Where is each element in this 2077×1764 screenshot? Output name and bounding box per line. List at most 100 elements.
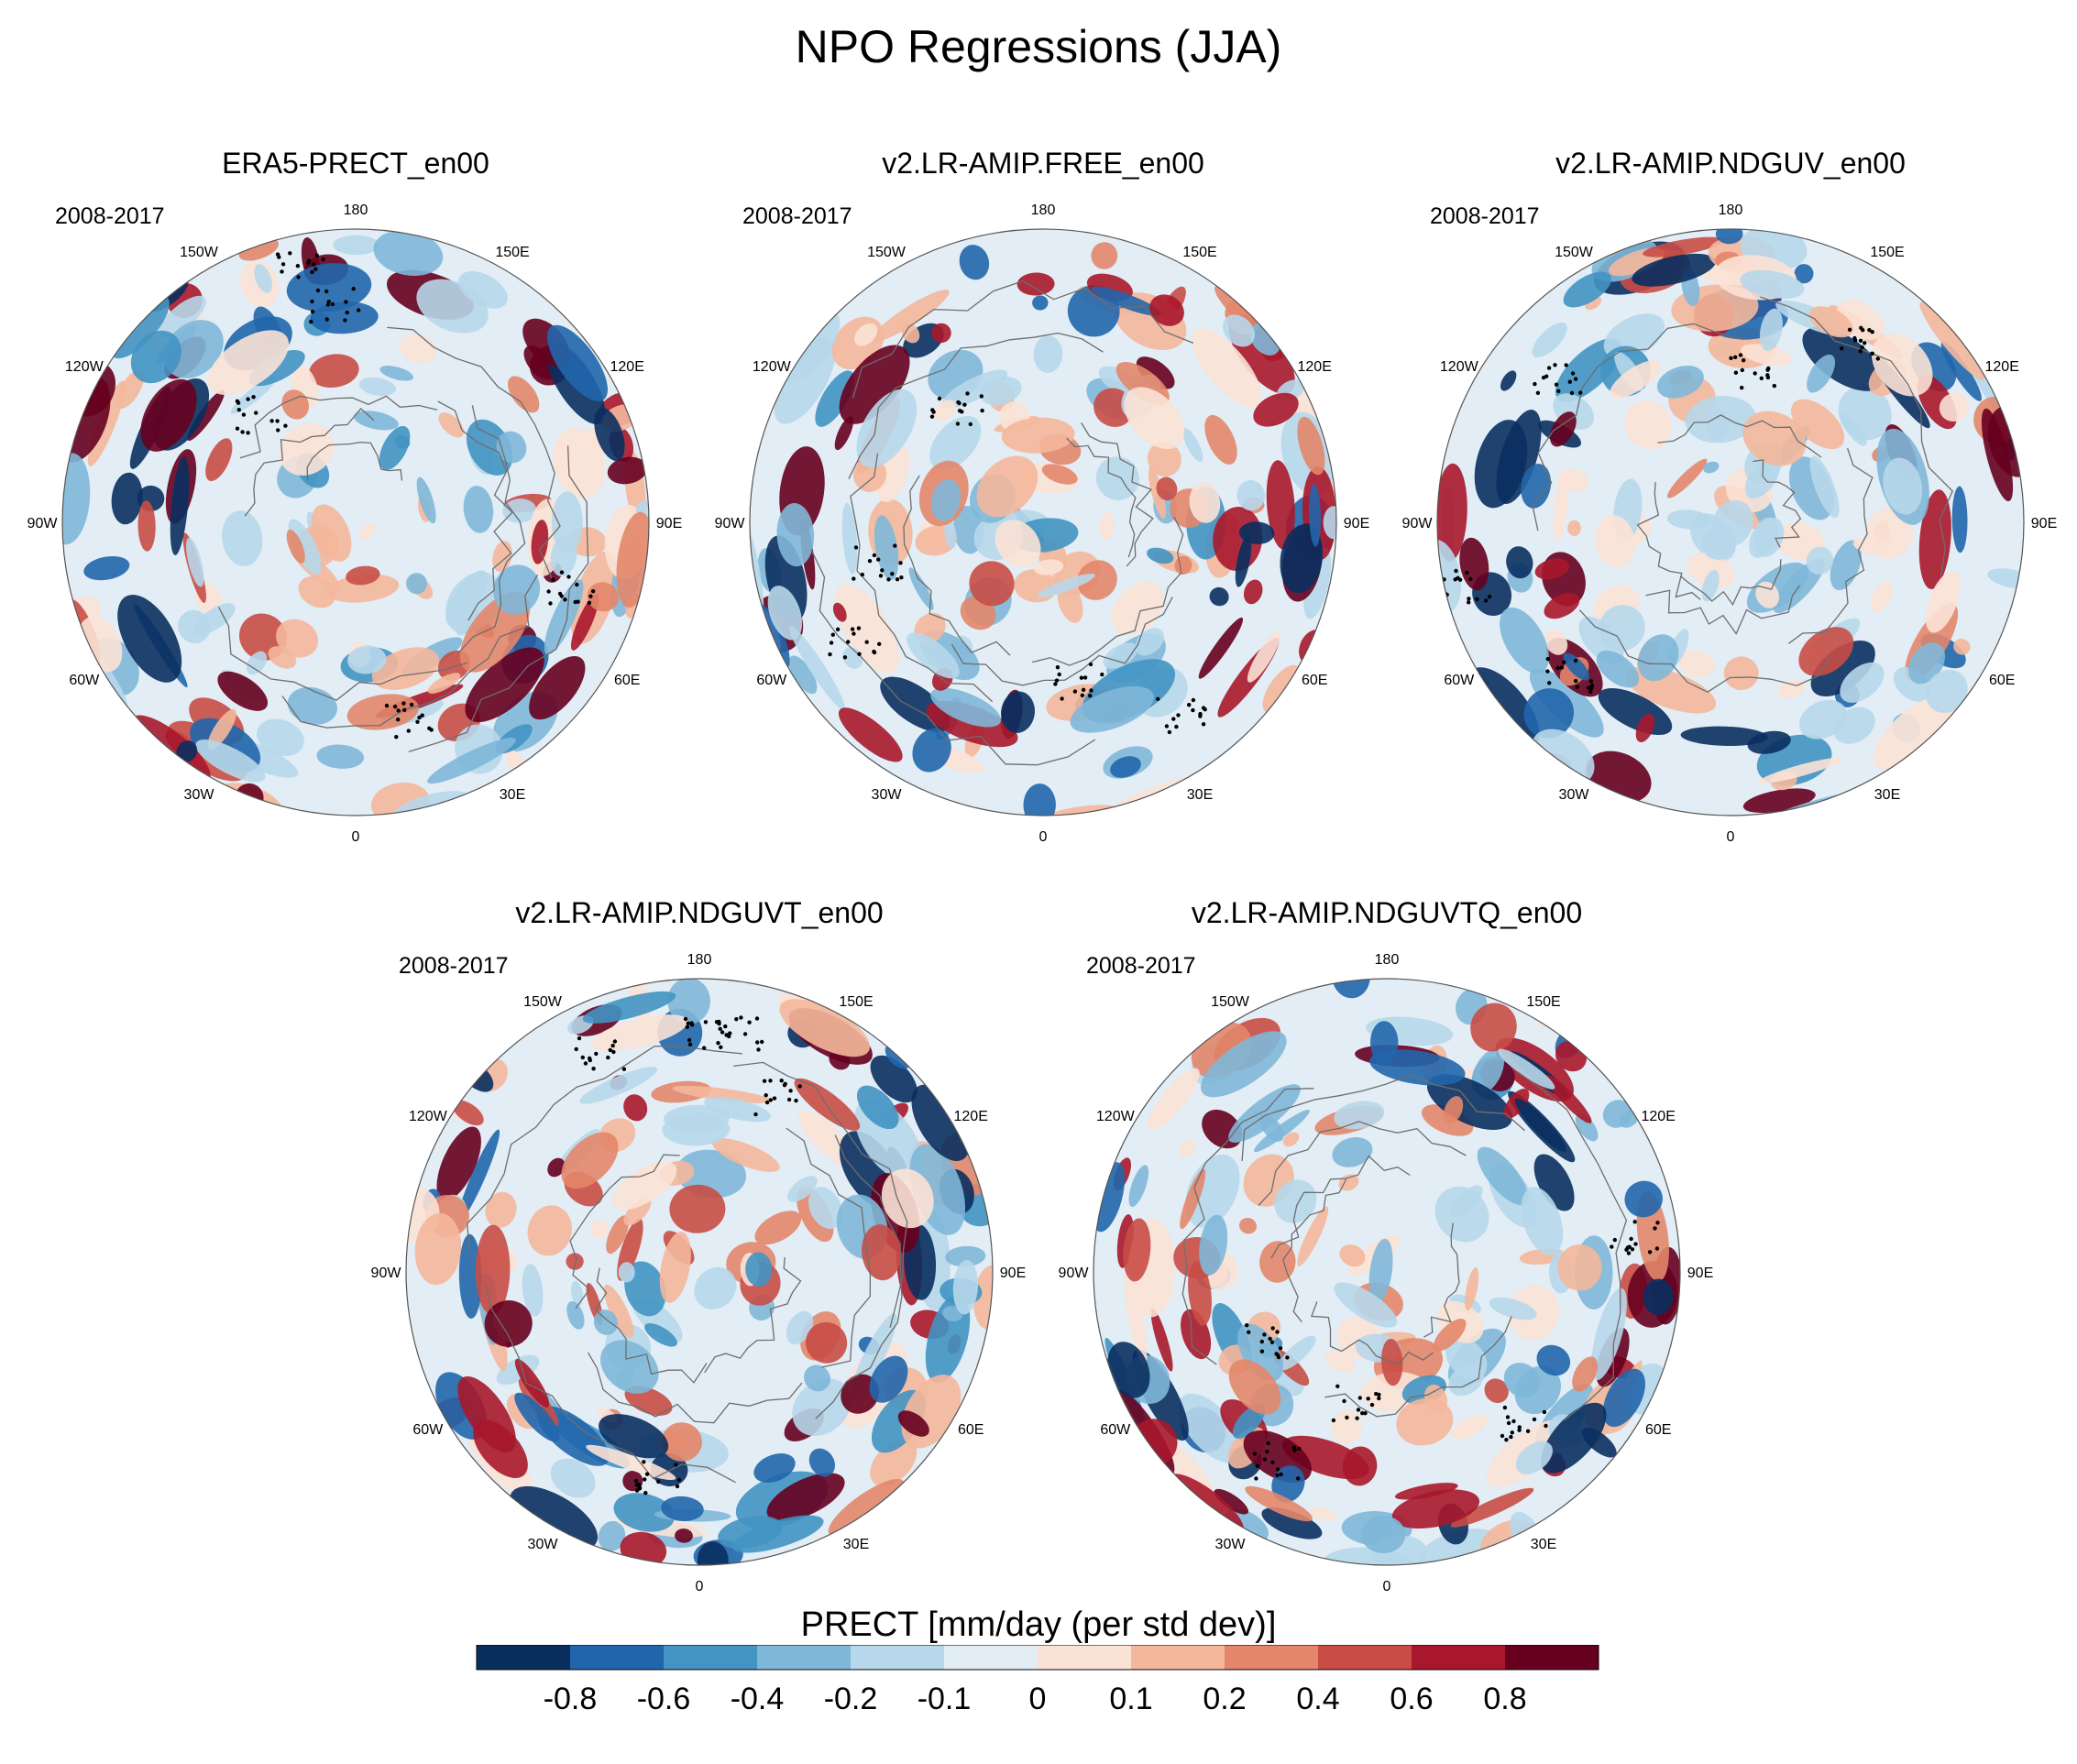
anomaly-region (1484, 1378, 1509, 1403)
significance-dot (384, 703, 390, 708)
significance-dot (1733, 370, 1739, 375)
anomaly-region (1591, 1287, 1627, 1381)
anomaly-region (1266, 460, 1295, 550)
anomaly-region (1680, 726, 1768, 746)
anomaly-region (1624, 1180, 1663, 1218)
significance-dot (588, 594, 593, 598)
anomaly-region (456, 1129, 500, 1223)
anomaly-region (529, 655, 586, 720)
significance-dot (1655, 1221, 1660, 1225)
coastline (217, 607, 468, 701)
anomaly-region (1331, 1409, 1362, 1444)
anomaly-region (311, 504, 352, 562)
longitude-label: 90W (715, 516, 746, 531)
longitude-label: 150W (1211, 994, 1250, 1010)
longitude-label: 150W (1555, 245, 1594, 260)
period-label: 2008-2017 (1430, 203, 1540, 229)
significance-dot (1247, 1330, 1251, 1334)
significance-dot (762, 1079, 767, 1083)
significance-dot (275, 419, 280, 423)
significance-dot (898, 561, 903, 565)
colorbar-tick-label: 0.2 (1203, 1682, 1246, 1716)
significance-dot (392, 704, 398, 709)
anomaly-region (309, 354, 359, 389)
significance-dot (326, 300, 331, 304)
anomaly-region (1541, 1402, 1607, 1474)
significance-dot (551, 577, 555, 582)
anomaly-region (1041, 464, 1078, 485)
anomaly-region (170, 456, 190, 555)
significance-dot (893, 543, 897, 548)
coastline (733, 1061, 908, 1328)
anomaly-region (871, 290, 950, 343)
significance-dot (1079, 675, 1084, 680)
significance-dot (768, 1079, 773, 1083)
precip-field (750, 229, 1336, 816)
significance-dot (587, 600, 592, 605)
anomaly-region (1339, 1244, 1366, 1267)
anomaly-region (808, 1187, 843, 1230)
anomaly-region (1563, 652, 1589, 681)
colorbar-tick-label: 0.1 (1109, 1682, 1152, 1716)
significance-dot (728, 1031, 732, 1035)
anomaly-region (1423, 1384, 1448, 1413)
colorbar-swatch (1505, 1645, 1599, 1670)
anomaly-region (1243, 579, 1263, 605)
significance-dot (1545, 669, 1550, 674)
anomaly-region (828, 1478, 905, 1537)
anomaly-region (1703, 461, 1720, 474)
anomaly-region (87, 380, 126, 466)
anomaly-region (1544, 593, 1580, 619)
significance-dot (727, 1034, 731, 1039)
significance-dot (643, 1477, 647, 1482)
significance-dot (1366, 1397, 1370, 1401)
anomaly-region (111, 472, 143, 525)
significance-dot (1544, 374, 1549, 378)
significance-dot (251, 395, 256, 400)
anomaly-region (547, 1157, 566, 1178)
anomaly-region (1500, 370, 1517, 391)
anomaly-region (1749, 517, 1778, 558)
anomaly-region (1394, 1483, 1458, 1500)
significance-dot (1191, 697, 1196, 703)
significance-dot (1573, 377, 1578, 381)
anomaly-region (1514, 1098, 1566, 1153)
anomaly-region (347, 645, 387, 674)
anomaly-region (841, 503, 858, 575)
significance-dot (1556, 389, 1561, 393)
anomaly-region (1247, 630, 1281, 683)
anomaly-region (1701, 570, 1720, 602)
colorbar-swatch (664, 1645, 758, 1670)
anomaly-region (794, 1078, 861, 1131)
anomaly-region (1178, 1393, 1244, 1463)
coastline (852, 279, 1194, 399)
anomaly-region (1123, 1218, 1151, 1282)
anomaly-region (1179, 1139, 1195, 1158)
anomaly-region (1798, 699, 1848, 740)
significance-dot (1573, 678, 1578, 684)
longitude-label: 120E (1985, 359, 2019, 375)
anomaly-region (514, 1358, 550, 1408)
anomaly-region (1572, 1356, 1598, 1392)
anomaly-region (1555, 338, 1622, 402)
significance-dot (1554, 382, 1559, 387)
significance-dot (1578, 390, 1583, 395)
longitude-label: 150E (1182, 245, 1216, 260)
significance-dot (687, 1037, 692, 1043)
longitude-label: 30E (1187, 787, 1213, 803)
anomaly-region (247, 651, 268, 675)
anomaly-region (1156, 477, 1178, 501)
anomaly-region (1324, 1350, 1355, 1373)
significance-dot (1057, 672, 1061, 677)
significance-dot (828, 652, 832, 657)
coastline (1517, 1071, 1628, 1421)
anomaly-region (908, 567, 934, 610)
coastline (1282, 1178, 1347, 1323)
anomaly-region (1925, 571, 1961, 633)
significance-dot (357, 308, 361, 312)
significance-dot (546, 589, 551, 594)
anomaly-region (839, 345, 910, 424)
significance-dot (637, 1486, 643, 1491)
anomaly-region (1883, 457, 1923, 515)
anomaly-region (1503, 1363, 1540, 1398)
